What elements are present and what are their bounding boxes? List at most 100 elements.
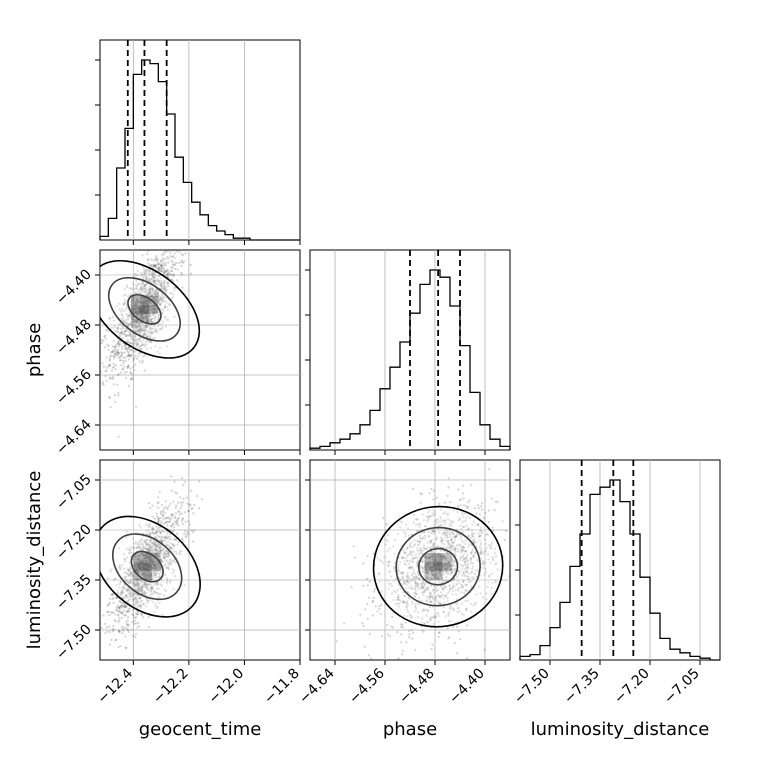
- sample-point: [154, 290, 157, 293]
- sample-point: [146, 544, 149, 547]
- sample-point: [106, 630, 109, 633]
- sample-point: [403, 559, 406, 563]
- sample-point: [159, 282, 162, 285]
- sample-point: [157, 325, 160, 328]
- sample-point: [127, 340, 130, 343]
- sample-point: [125, 334, 128, 337]
- sample-point: [158, 551, 161, 554]
- sample-point: [152, 560, 155, 563]
- sample-point: [453, 561, 456, 564]
- sample-point: [124, 606, 127, 609]
- sample-point: [484, 550, 487, 553]
- sample-point: [469, 580, 472, 583]
- sample-point: [128, 354, 131, 357]
- sample-point: [430, 555, 434, 558]
- sample-point: [162, 259, 165, 262]
- sample-point: [124, 594, 127, 597]
- sample-point: [156, 549, 159, 552]
- sample-point: [139, 596, 142, 599]
- sample-point: [154, 543, 157, 546]
- sample-point: [145, 325, 148, 328]
- sample-point: [435, 615, 438, 618]
- sample-point: [142, 575, 145, 578]
- sample-point: [145, 586, 149, 590]
- sample-point: [136, 597, 139, 600]
- sample-point: [156, 292, 159, 295]
- sample-point: [401, 623, 404, 627]
- sample-point: [464, 539, 467, 542]
- sample-point: [407, 575, 410, 578]
- sample-point: [418, 596, 421, 600]
- sample-point: [158, 576, 161, 579]
- sample-point: [135, 302, 139, 305]
- sample-point: [153, 570, 156, 574]
- sample-point: [119, 591, 122, 594]
- sample-point: [144, 541, 147, 544]
- sample-point: [161, 529, 164, 533]
- sample-point: [155, 512, 158, 515]
- sample-point: [193, 529, 196, 532]
- sample-point: [152, 531, 155, 534]
- sample-point: [127, 574, 130, 578]
- sample-point: [493, 552, 496, 555]
- sample-point: [156, 278, 159, 281]
- sample-point: [130, 338, 133, 341]
- sample-point: [141, 580, 144, 583]
- sample-point: [120, 353, 123, 356]
- sample-point: [445, 551, 448, 554]
- sample-point: [149, 546, 152, 549]
- sample-point: [145, 315, 148, 319]
- sample-point: [132, 574, 135, 577]
- sample-point: [441, 587, 444, 590]
- sample-point: [161, 549, 164, 552]
- sample-point: [161, 320, 164, 323]
- sample-point: [158, 536, 161, 539]
- sample-point: [403, 614, 406, 618]
- sample-point: [479, 529, 482, 532]
- sample-point: [153, 266, 157, 269]
- sample-point: [442, 523, 445, 526]
- sample-point: [150, 295, 153, 298]
- sample-point: [133, 319, 136, 322]
- sample-point: [131, 323, 134, 326]
- sample-point: [434, 520, 437, 523]
- sample-point: [134, 578, 137, 581]
- sample-point: [473, 553, 476, 556]
- sample-point: [437, 555, 440, 558]
- sample-point: [136, 578, 139, 582]
- sample-point: [390, 575, 393, 578]
- sample-point: [153, 543, 156, 547]
- sample-point: [120, 314, 123, 317]
- sample-point: [445, 575, 448, 578]
- sample-point: [467, 580, 471, 584]
- sample-point: [142, 317, 145, 320]
- sample-point: [418, 541, 421, 544]
- sample-point: [153, 308, 156, 311]
- sample-point: [400, 521, 403, 524]
- sample-point: [423, 582, 426, 585]
- sample-point: [168, 250, 171, 252]
- sample-point: [157, 561, 160, 565]
- sample-point: [165, 288, 168, 291]
- sample-point: [121, 330, 124, 333]
- sample-point: [148, 571, 151, 574]
- sample-point: [121, 368, 124, 371]
- sample-point: [159, 531, 162, 534]
- sample-point: [457, 488, 460, 491]
- sample-point: [148, 289, 151, 292]
- sample-point: [145, 290, 148, 293]
- sample-point: [436, 612, 439, 615]
- sample-point: [137, 585, 141, 588]
- sample-point: [147, 262, 150, 265]
- sample-point: [465, 607, 468, 610]
- sample-point: [442, 606, 445, 609]
- sample-point: [103, 335, 106, 338]
- sample-point: [150, 575, 153, 578]
- sample-point: [152, 549, 156, 552]
- sample-point: [411, 572, 414, 576]
- sample-point: [122, 591, 125, 594]
- sample-point: [130, 326, 133, 329]
- sample-point: [460, 563, 463, 567]
- sample-point: [169, 538, 172, 541]
- sample-point: [119, 355, 122, 358]
